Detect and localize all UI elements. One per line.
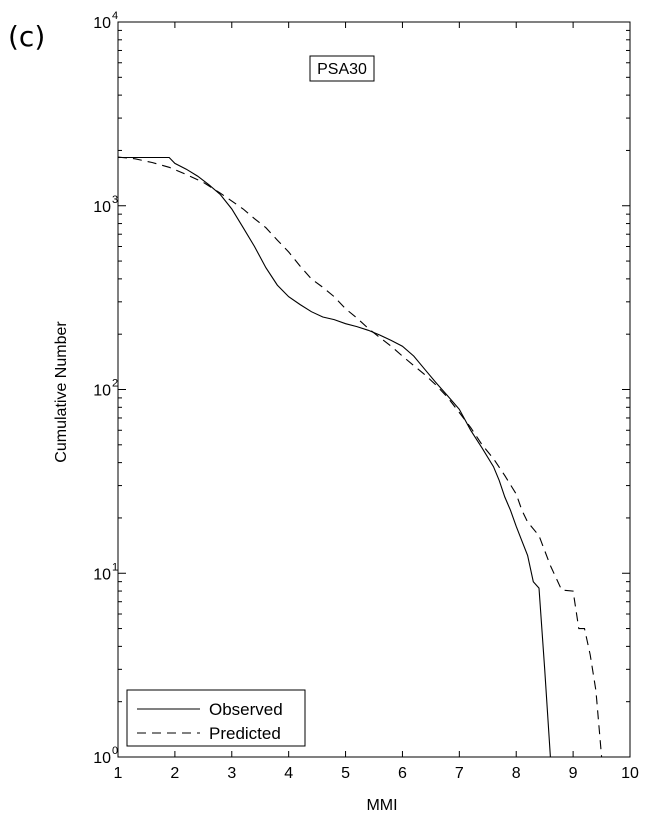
y-tick-label: 10 4 xyxy=(93,10,118,32)
y-tick-label-exponent: 3 xyxy=(112,194,118,206)
x-tick-label: 3 xyxy=(227,765,236,782)
y-tick-label: 10 3 xyxy=(93,194,118,216)
y-tick-label: 10 2 xyxy=(93,378,118,400)
series-line-predicted xyxy=(117,156,603,758)
series-line-observed xyxy=(118,156,551,758)
legend: Observed Predicted xyxy=(126,689,306,747)
annotation-text: PSA30 xyxy=(317,61,367,78)
x-tick-label: 7 xyxy=(455,765,464,782)
x-tick-label: 5 xyxy=(341,765,350,782)
y-tick-label-exponent: 0 xyxy=(112,745,118,757)
y-tick-label-base: 10 xyxy=(93,750,111,767)
y-tick-label-base: 10 xyxy=(93,15,111,32)
x-tick-label: 1 xyxy=(114,765,123,782)
y-tick-label: 10 0 xyxy=(93,745,118,767)
panel-label: (c) xyxy=(8,20,46,53)
x-axis-label: MMI xyxy=(366,797,397,814)
series-lines xyxy=(117,156,603,758)
tick-marks xyxy=(117,21,631,758)
x-tick-label: 8 xyxy=(512,765,521,782)
x-tick-label: 4 xyxy=(284,765,293,782)
y-tick-label: 10 1 xyxy=(93,561,118,583)
y-tick-label-base: 10 xyxy=(93,383,111,400)
x-tick-label: 2 xyxy=(170,765,179,782)
y-tick-label-base: 10 xyxy=(93,199,111,216)
y-tick-label-exponent: 1 xyxy=(112,561,118,573)
plot-frame xyxy=(117,21,631,758)
legend-label-observed: Observed xyxy=(209,700,283,719)
legend-box xyxy=(126,689,306,747)
x-tick-labels: 1 2 3 4 5 6 7 8 9 10 xyxy=(114,765,639,782)
y-tick-label-base: 10 xyxy=(93,566,111,583)
x-tick-label: 9 xyxy=(569,765,578,782)
annotation-box: PSA30 xyxy=(309,55,375,82)
y-axis-label: Cumulative Number xyxy=(53,321,70,463)
y-tick-label-exponent: 2 xyxy=(112,378,118,390)
y-tick-label-exponent: 4 xyxy=(112,10,118,22)
x-tick-label: 10 xyxy=(621,765,639,782)
legend-label-predicted: Predicted xyxy=(209,724,281,743)
x-tick-label: 6 xyxy=(398,765,407,782)
